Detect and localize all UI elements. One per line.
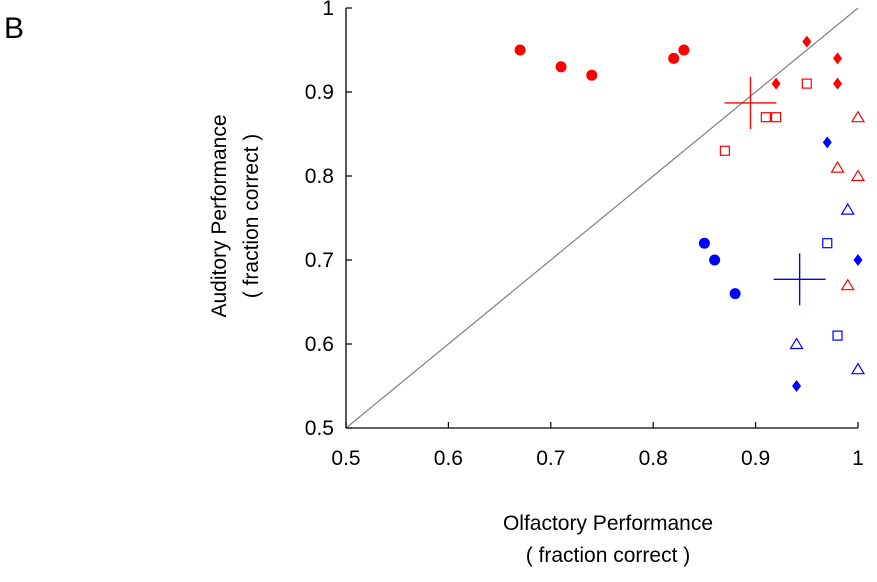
filled-diamond-point (792, 380, 802, 392)
filled-diamond-point (802, 35, 812, 48)
y-tick-label: 0.7 (305, 249, 334, 272)
x-tick-label: 0.9 (741, 447, 770, 470)
filled-circle-point (678, 44, 690, 56)
open-square-point (770, 112, 782, 123)
filled-circle-point (555, 61, 567, 73)
plot-frame (345, 8, 858, 429)
x-axis-title-line2: ( fraction correct ) (526, 544, 691, 567)
y-axis-title-line2: ( fraction correct ) (240, 134, 263, 299)
open-triangle-point (850, 362, 866, 375)
open-triangle-point (789, 337, 804, 350)
open-square-point (719, 145, 730, 156)
filled-diamond-point (833, 52, 843, 65)
mean-plus-point (773, 253, 826, 306)
x-tick-label: 1 (852, 447, 864, 470)
filled-diamond-point (822, 136, 832, 149)
y-axis-ticks: 0.5 0.6 0.7 0.8 0.9 1 (305, 0, 352, 440)
x-tick-label: 0.7 (536, 447, 565, 470)
mean-plus-point (724, 76, 777, 129)
open-square-point (822, 238, 833, 249)
filled-circle-point (729, 288, 741, 300)
y-tick-label: 1 (322, 0, 334, 20)
filled-circle-point (698, 237, 710, 249)
open-triangle-point (830, 160, 845, 173)
diagonal-layer (345, 7, 859, 429)
open-square-point (760, 112, 771, 123)
data-points (514, 35, 866, 392)
x-tick-label: 0.5 (331, 447, 360, 470)
open-triangle-point (850, 169, 866, 182)
identity-diagonal-line (345, 7, 859, 429)
x-tick-label: 0.6 (434, 447, 463, 470)
filled-diamond-point (853, 254, 863, 266)
filled-circle-point (586, 69, 598, 81)
open-triangle-point (840, 202, 855, 215)
panel-label: B (4, 12, 24, 45)
open-square-point (832, 330, 843, 341)
x-axis-ticks: 0.5 0.6 0.7 0.8 0.9 1 (331, 422, 864, 470)
open-square-point (801, 78, 812, 89)
filled-circle-point (668, 52, 680, 64)
y-tick-label: 0.8 (305, 165, 334, 188)
x-tick-label: 0.8 (639, 447, 668, 470)
filled-diamond-point (833, 77, 843, 90)
open-triangle-point (850, 110, 866, 123)
y-tick-label: 0.5 (305, 417, 334, 440)
filled-circle-point (514, 44, 526, 56)
x-axis-title-line1: Olfactory Performance (503, 512, 713, 535)
filled-diamond-point (771, 77, 781, 90)
filled-circle-point (709, 254, 721, 266)
y-tick-label: 0.9 (305, 81, 334, 104)
open-triangle-point (840, 278, 855, 291)
y-axis-title-line1: Auditory Performance (208, 114, 231, 317)
y-tick-label: 0.6 (305, 333, 334, 356)
